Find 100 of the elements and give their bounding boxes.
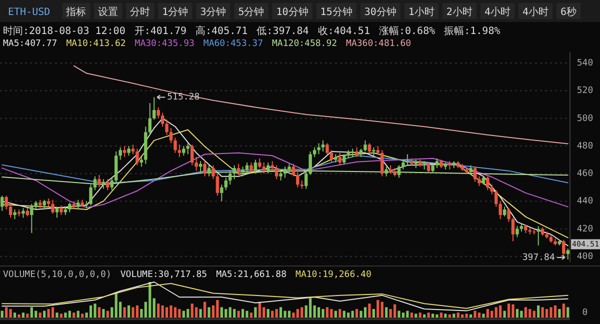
bar bbox=[398, 310, 400, 318]
candlestick bbox=[152, 96, 156, 120]
candlestick bbox=[76, 199, 80, 210]
candlestick bbox=[178, 144, 182, 158]
bar bbox=[110, 307, 114, 318]
bar bbox=[385, 307, 388, 318]
bar bbox=[516, 309, 519, 318]
candlestick bbox=[55, 206, 59, 218]
candlestick bbox=[355, 146, 358, 158]
bar bbox=[507, 304, 510, 318]
text: 1小时 bbox=[408, 6, 434, 18]
candlestick bbox=[8, 203, 12, 218]
bar bbox=[5, 307, 8, 318]
line-series bbox=[2, 129, 568, 238]
bar bbox=[102, 309, 105, 318]
candlestick bbox=[207, 164, 211, 177]
line-series bbox=[73, 65, 568, 144]
text: MA120:458.92 bbox=[272, 39, 338, 49]
bar bbox=[208, 307, 210, 318]
text: 10分钟 bbox=[276, 6, 308, 18]
text: 2小时 bbox=[446, 6, 472, 18]
candlestick bbox=[486, 176, 490, 191]
candlestick bbox=[228, 170, 232, 186]
bar bbox=[136, 305, 139, 318]
candlestick bbox=[317, 142, 320, 155]
bar bbox=[220, 307, 223, 318]
bar bbox=[376, 300, 380, 318]
bar bbox=[393, 304, 396, 318]
bar bbox=[241, 309, 244, 318]
bar bbox=[246, 310, 248, 318]
candlestick bbox=[292, 163, 296, 177]
text: MA60:453.37 bbox=[203, 39, 264, 49]
annotation: 515.28 bbox=[167, 92, 200, 103]
candlestick bbox=[494, 190, 498, 208]
candlestick bbox=[258, 158, 262, 169]
bar bbox=[224, 309, 228, 318]
y-tick-label: 400 bbox=[576, 252, 594, 262]
bar bbox=[545, 309, 548, 318]
candlestick bbox=[30, 203, 34, 234]
bar bbox=[64, 312, 67, 318]
bar bbox=[360, 310, 362, 318]
text: 4小时 bbox=[484, 6, 510, 18]
candlestick bbox=[279, 170, 282, 181]
bar bbox=[554, 305, 557, 318]
candlestick bbox=[212, 164, 215, 180]
candlestick bbox=[426, 162, 430, 173]
y-tick-label: 480 bbox=[576, 141, 594, 152]
candlestick bbox=[321, 140, 325, 152]
candlestick bbox=[118, 146, 122, 160]
candlestick bbox=[312, 146, 316, 158]
bar bbox=[292, 312, 295, 318]
text: 30分钟 bbox=[364, 6, 396, 18]
bar bbox=[300, 307, 304, 318]
bar bbox=[550, 307, 552, 318]
text: 3分钟 bbox=[200, 6, 226, 18]
candlestick bbox=[406, 154, 410, 166]
bar bbox=[520, 310, 523, 318]
text: 低:397.84 bbox=[256, 26, 309, 37]
bar bbox=[237, 310, 240, 318]
bar bbox=[275, 309, 278, 318]
candlestick bbox=[98, 174, 101, 188]
candlestick bbox=[562, 239, 566, 257]
bar bbox=[427, 312, 430, 318]
candlestick bbox=[220, 184, 224, 202]
bar bbox=[326, 307, 329, 318]
candlestick bbox=[516, 226, 519, 238]
series-label: MA10:19,266.40 bbox=[296, 270, 372, 280]
candlestick bbox=[435, 158, 439, 169]
text: 收:404.51 bbox=[318, 26, 370, 37]
bar bbox=[114, 292, 118, 318]
candlestick bbox=[536, 226, 540, 246]
text: 指标 bbox=[65, 6, 86, 18]
candlestick bbox=[380, 150, 384, 177]
text: 15分钟 bbox=[320, 6, 352, 18]
bar bbox=[123, 307, 126, 318]
bar bbox=[317, 307, 320, 318]
candlestick bbox=[262, 162, 266, 174]
bar bbox=[558, 309, 561, 318]
bar bbox=[364, 307, 367, 318]
bar bbox=[51, 307, 54, 318]
bar bbox=[380, 302, 384, 318]
bar bbox=[161, 305, 164, 318]
bar bbox=[566, 307, 570, 318]
y-tick-label: 500 bbox=[576, 114, 594, 124]
bar bbox=[132, 307, 134, 318]
candlestick bbox=[304, 170, 308, 190]
bar bbox=[486, 309, 489, 318]
bar bbox=[524, 307, 527, 318]
bar bbox=[351, 310, 354, 318]
bar bbox=[152, 298, 156, 318]
bar bbox=[309, 298, 312, 318]
bar bbox=[330, 309, 333, 318]
candlestick bbox=[507, 208, 510, 222]
bar bbox=[262, 307, 266, 318]
candlestick bbox=[296, 172, 300, 188]
bar bbox=[199, 309, 202, 318]
bar bbox=[216, 300, 219, 318]
bar bbox=[528, 309, 532, 318]
candlestick bbox=[566, 248, 570, 260]
candlestick bbox=[364, 140, 367, 152]
